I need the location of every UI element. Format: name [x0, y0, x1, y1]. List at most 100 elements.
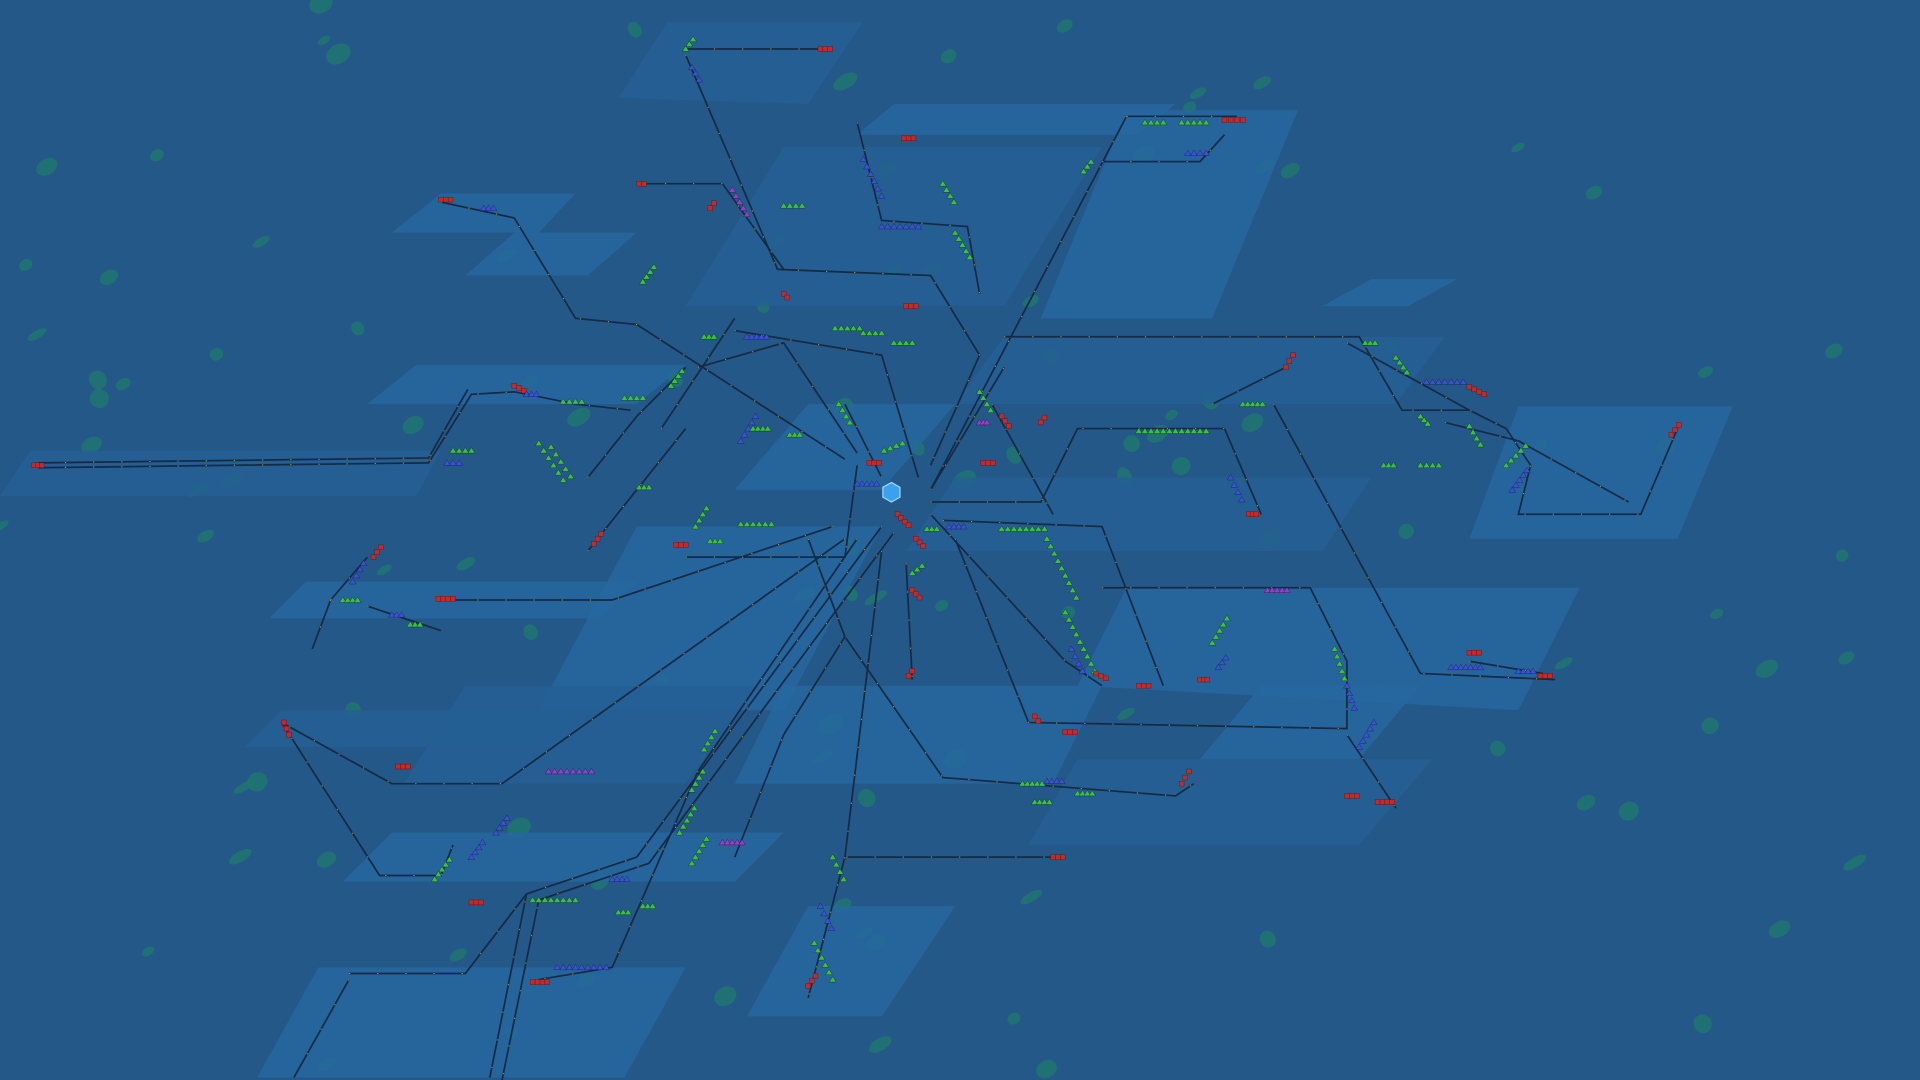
train-icon [1212, 633, 1220, 640]
train-icon [737, 520, 745, 527]
train-station [945, 523, 968, 530]
train-icon [1141, 119, 1149, 126]
train-icon [763, 425, 772, 432]
player-marker-icon[interactable] [882, 481, 901, 503]
train-icon [814, 946, 822, 953]
rail-line [929, 115, 1128, 491]
train-icon [563, 768, 571, 775]
train-icon [1072, 630, 1081, 637]
train-icon [434, 870, 443, 877]
train-stop-icon [283, 725, 290, 732]
train-icon [565, 896, 574, 903]
train-stop-icon [1098, 673, 1104, 679]
train-icon [908, 339, 917, 346]
train-station [805, 973, 819, 989]
train-icon [1333, 652, 1341, 659]
train-icon [955, 235, 963, 242]
train-stop-icon [711, 200, 717, 206]
train-icon [620, 394, 629, 401]
train-icon [527, 390, 536, 397]
train-icon [1435, 461, 1443, 468]
train-icon [1461, 663, 1470, 670]
train-stop-icon [1344, 793, 1350, 799]
rail-line [348, 893, 528, 975]
island [1511, 142, 1525, 153]
train-station [608, 875, 631, 882]
rail-line [367, 605, 442, 632]
charted-area [906, 477, 1372, 552]
train-icon [1061, 608, 1070, 615]
train-icon [695, 76, 703, 83]
train-icon [966, 253, 974, 260]
train-icon [908, 223, 917, 230]
train-stop-icon [1227, 117, 1234, 123]
train-icon [1399, 363, 1408, 370]
island [1768, 920, 1791, 938]
train-icon [1196, 149, 1204, 156]
train-icon [743, 210, 751, 217]
train-icon [831, 324, 839, 331]
train-icon [348, 596, 357, 603]
train-icon [1422, 378, 1431, 385]
train-icon [1517, 447, 1525, 454]
train-icon [492, 829, 500, 836]
train-station [673, 542, 689, 548]
train-station [438, 196, 454, 203]
train-icon [1371, 339, 1379, 346]
train-station [1447, 663, 1485, 670]
train-stop-icon [445, 596, 451, 602]
train-station [706, 537, 724, 544]
train-icon [1273, 586, 1281, 593]
island [0, 520, 9, 532]
train-icon [950, 523, 958, 530]
player-marker[interactable] [882, 481, 901, 503]
train-icon [706, 537, 714, 544]
train-icon [1165, 427, 1174, 434]
train-station [1361, 339, 1379, 346]
train-stop-icon [370, 554, 377, 560]
train-station [1043, 535, 1081, 601]
train-icon [691, 523, 700, 530]
train-icon [1338, 667, 1346, 674]
train-icon [1416, 412, 1425, 419]
train-station [468, 899, 484, 906]
train-icon [416, 621, 424, 628]
train-station [975, 419, 991, 426]
train-icon [1078, 790, 1087, 797]
train-icon [918, 562, 926, 569]
train-icon [559, 963, 568, 970]
rail-line [929, 366, 1005, 491]
island [1056, 19, 1073, 33]
train-icon [441, 861, 450, 868]
island [1838, 651, 1855, 665]
train-station [1183, 149, 1210, 156]
train-icon [339, 596, 347, 603]
island [1490, 740, 1506, 757]
train-icon [702, 835, 711, 842]
train-stop-icon [920, 543, 926, 549]
train-station [492, 814, 511, 836]
train-icon [1283, 586, 1291, 593]
train-station [853, 480, 881, 487]
train-stop-icon [1186, 768, 1192, 775]
rail-line [36, 390, 631, 469]
train-icon [1075, 660, 1083, 667]
train-stop-icon [913, 591, 919, 597]
train-icon [699, 768, 707, 775]
train-icon [877, 192, 886, 199]
train-station [449, 447, 476, 454]
train-station [667, 367, 686, 389]
rail-line [733, 538, 846, 858]
train-icon [702, 504, 711, 511]
train-station [828, 853, 848, 882]
train-station [1208, 614, 1231, 646]
train-stop-icon [1471, 650, 1477, 656]
train-icon [1237, 496, 1246, 503]
train-icon [623, 875, 631, 882]
train-station [743, 333, 771, 340]
train-icon [1202, 149, 1210, 156]
train-icon [553, 963, 561, 970]
train-stop-icon [1672, 427, 1678, 433]
train-icon [438, 865, 446, 873]
